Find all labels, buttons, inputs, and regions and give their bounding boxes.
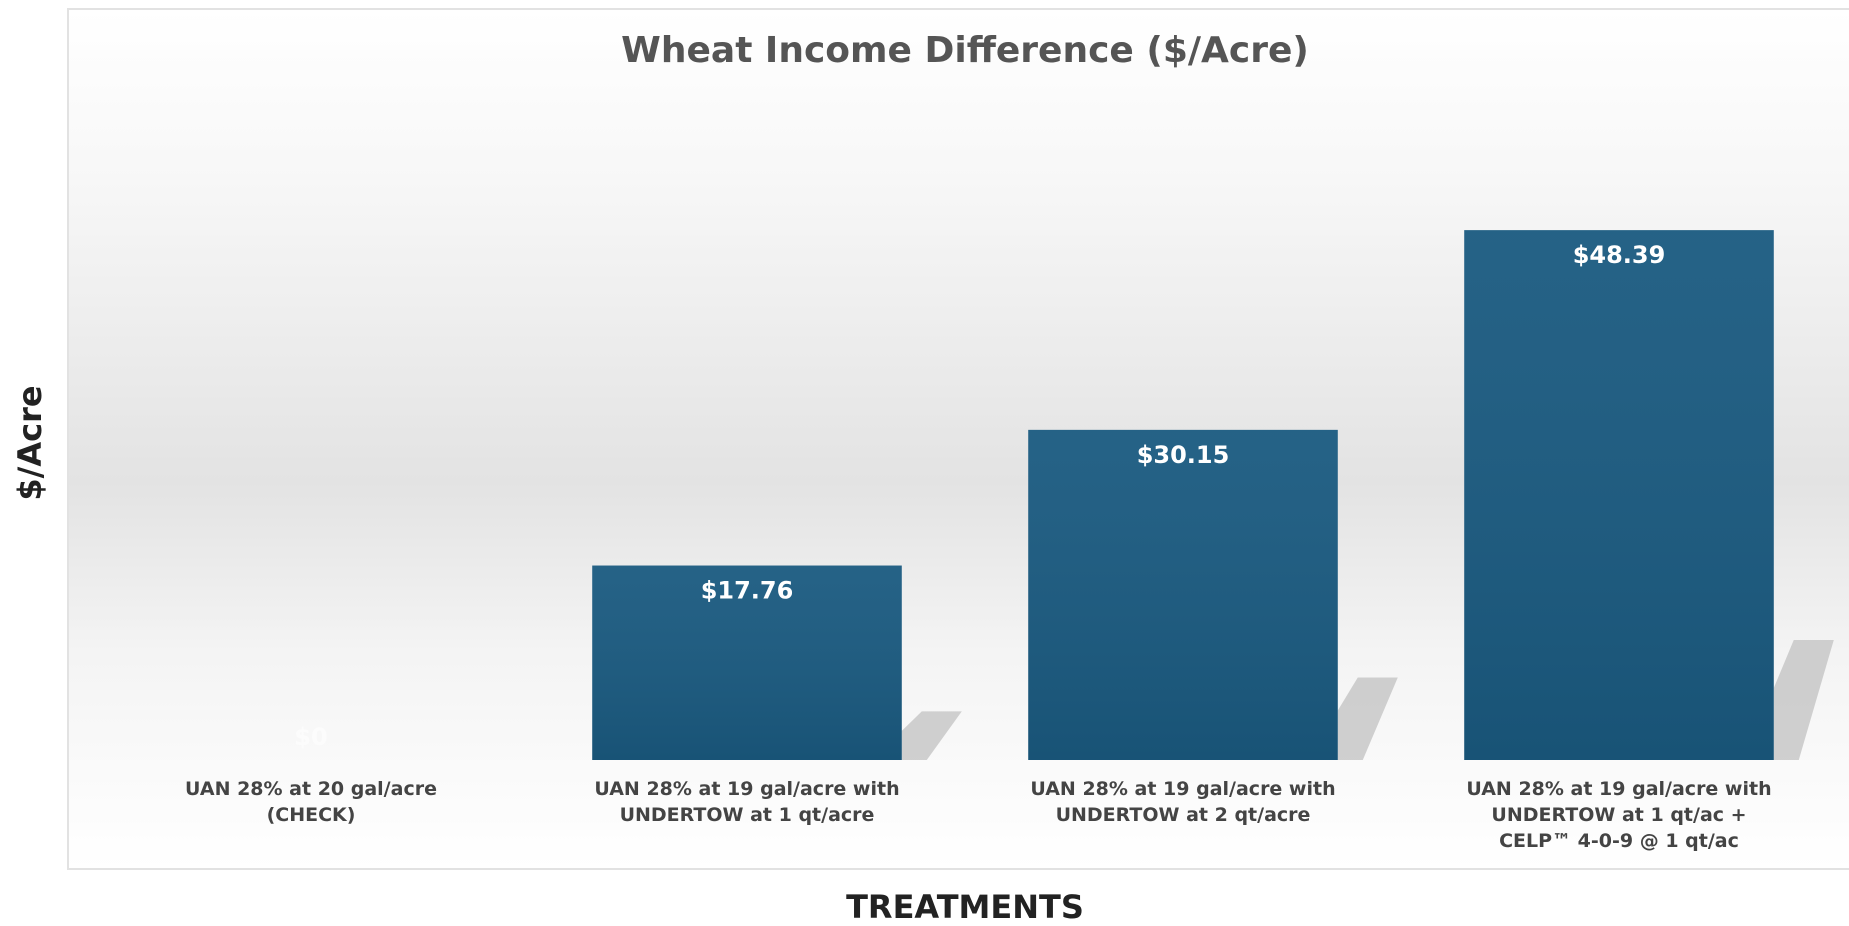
- value-label: $0: [294, 723, 327, 751]
- bar-shade: [592, 565, 902, 760]
- x-tick-label: UAN 28% at 19 gal/acre with UNDERTOW at …: [1466, 778, 1772, 852]
- y-axis-label: $/Acre: [11, 385, 49, 500]
- bar-shade: [1028, 429, 1338, 760]
- bar-shade: [1464, 230, 1774, 760]
- x-axis-label: TREATMENTS: [846, 888, 1084, 926]
- x-tick-label: UAN 28% at 19 gal/acre with UNDERTOW at …: [594, 778, 900, 826]
- x-tick-label: UAN 28% at 20 gal/acre (CHECK): [185, 778, 437, 826]
- chart-title: Wheat Income Difference ($/Acre): [621, 30, 1309, 71]
- x-tick-label: UAN 28% at 19 gal/acre with UNDERTOW at …: [1030, 778, 1336, 826]
- value-label: $30.15: [1137, 441, 1230, 469]
- bar-shadow: [1773, 640, 1834, 760]
- value-label: $48.39: [1573, 241, 1666, 269]
- bar-shadow: [901, 711, 962, 760]
- value-label: $17.76: [701, 577, 794, 605]
- bar-shadow: [1337, 677, 1398, 760]
